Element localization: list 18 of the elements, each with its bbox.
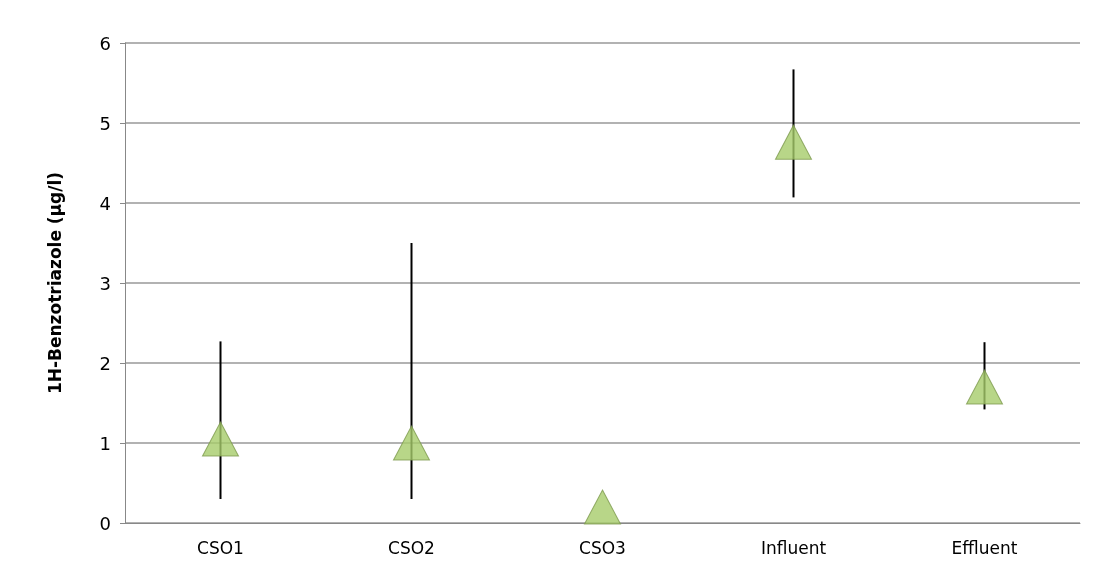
- point: [202, 421, 239, 457]
- point: [966, 369, 1003, 405]
- x-tick-label: Influent: [760, 537, 827, 558]
- y-tick-label: 3: [99, 272, 111, 294]
- y-axis-title: 1H-Benzotriazole (µg/l): [44, 171, 65, 395]
- y-tick-label: 4: [99, 192, 111, 214]
- x-tick-label: CSO3: [579, 537, 626, 558]
- y-tick-label: 5: [99, 112, 111, 134]
- y-tick-label: 0: [99, 512, 111, 534]
- x-tick-label: CSO2: [388, 537, 435, 558]
- y-tick-label: 6: [99, 32, 111, 54]
- y-tick-label: 1: [99, 432, 111, 454]
- point: [584, 489, 621, 525]
- x-tick-label: Effluent: [951, 537, 1018, 558]
- x-tick-label: CSO1: [197, 537, 244, 558]
- point: [393, 425, 430, 461]
- y-tick-label: 2: [99, 352, 111, 374]
- point: [775, 124, 812, 160]
